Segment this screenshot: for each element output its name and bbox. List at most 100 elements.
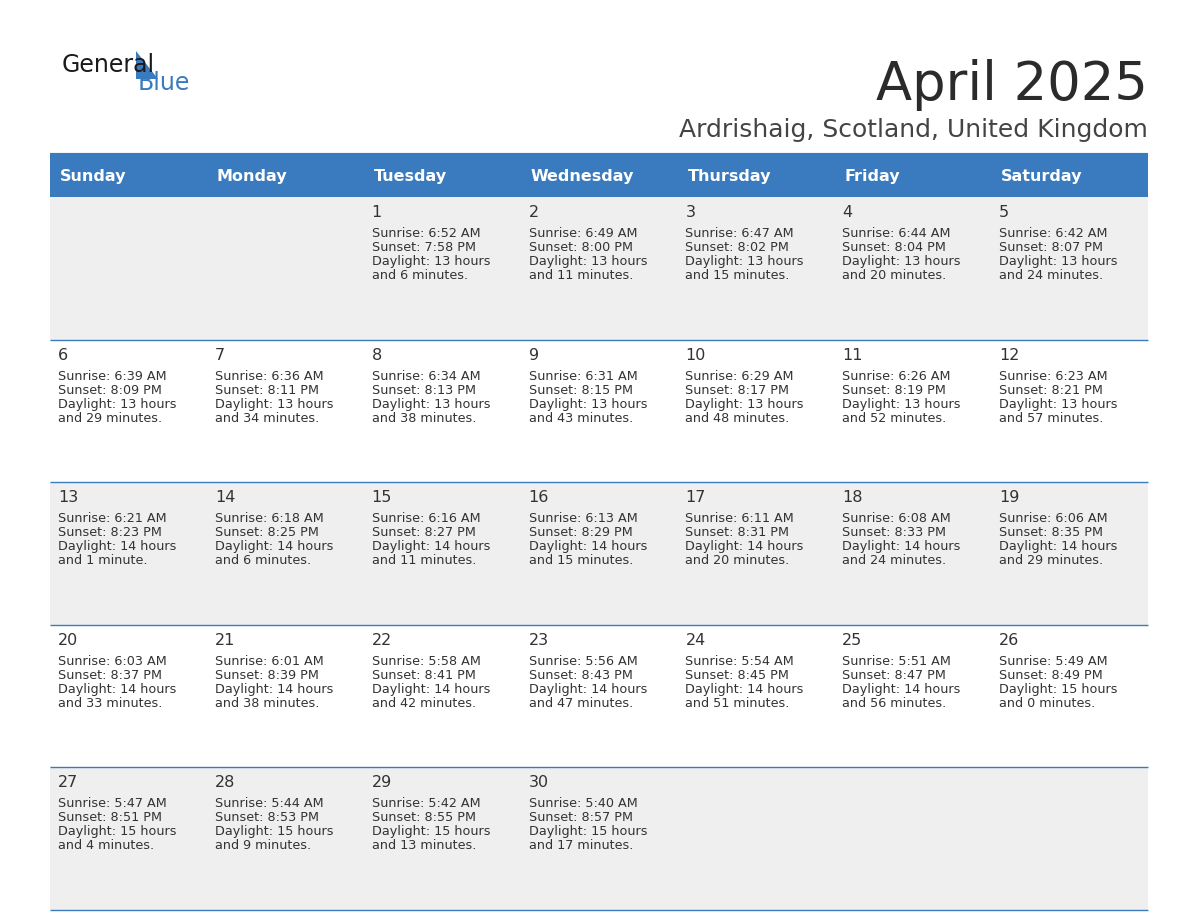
Text: and 29 minutes.: and 29 minutes.	[999, 554, 1104, 567]
Text: Daylight: 14 hours: Daylight: 14 hours	[215, 540, 333, 554]
Text: Sunset: 8:53 PM: Sunset: 8:53 PM	[215, 812, 318, 824]
Text: 12: 12	[999, 348, 1019, 363]
Bar	[364, 155, 520, 197]
Text: Daylight: 15 hours: Daylight: 15 hours	[372, 825, 491, 838]
Text: 11: 11	[842, 348, 862, 363]
Text: Sunrise: 6:29 AM: Sunrise: 6:29 AM	[685, 370, 794, 383]
Text: 18: 18	[842, 490, 862, 505]
Text: and 9 minutes.: and 9 minutes.	[215, 839, 311, 853]
Text: and 56 minutes.: and 56 minutes.	[842, 697, 947, 710]
Text: and 52 minutes.: and 52 minutes.	[842, 411, 947, 425]
Bar	[50, 767, 1148, 910]
Text: and 33 minutes.: and 33 minutes.	[58, 697, 163, 710]
Text: Sunset: 8:09 PM: Sunset: 8:09 PM	[58, 384, 162, 397]
Text: Daylight: 13 hours: Daylight: 13 hours	[372, 397, 491, 410]
Text: Daylight: 14 hours: Daylight: 14 hours	[529, 683, 647, 696]
Text: Sunrise: 6:31 AM: Sunrise: 6:31 AM	[529, 370, 637, 383]
Text: Sunset: 8:25 PM: Sunset: 8:25 PM	[215, 526, 318, 539]
Text: Daylight: 13 hours: Daylight: 13 hours	[999, 255, 1118, 268]
Text: 14: 14	[215, 490, 235, 505]
Text: Sunset: 8:35 PM: Sunset: 8:35 PM	[999, 526, 1104, 539]
Text: Sunset: 8:51 PM: Sunset: 8:51 PM	[58, 812, 162, 824]
Text: Sunrise: 6:39 AM: Sunrise: 6:39 AM	[58, 370, 166, 383]
Text: Sunset: 8:41 PM: Sunset: 8:41 PM	[372, 669, 475, 682]
Text: Sunset: 8:29 PM: Sunset: 8:29 PM	[529, 526, 632, 539]
Text: 4: 4	[842, 205, 853, 220]
Text: Daylight: 13 hours: Daylight: 13 hours	[842, 255, 961, 268]
Text: Sunset: 8:19 PM: Sunset: 8:19 PM	[842, 384, 946, 397]
Text: Sunset: 8:15 PM: Sunset: 8:15 PM	[529, 384, 632, 397]
Text: and 24 minutes.: and 24 minutes.	[842, 554, 947, 567]
Text: Sunset: 8:27 PM: Sunset: 8:27 PM	[372, 526, 475, 539]
Text: and 11 minutes.: and 11 minutes.	[529, 269, 633, 282]
Text: Sunset: 8:21 PM: Sunset: 8:21 PM	[999, 384, 1102, 397]
Text: Sunset: 8:13 PM: Sunset: 8:13 PM	[372, 384, 475, 397]
Text: Sunset: 8:47 PM: Sunset: 8:47 PM	[842, 669, 946, 682]
Text: Daylight: 14 hours: Daylight: 14 hours	[372, 683, 491, 696]
Text: Sunrise: 6:03 AM: Sunrise: 6:03 AM	[58, 655, 166, 667]
Text: Sunset: 8:07 PM: Sunset: 8:07 PM	[999, 241, 1104, 254]
Bar	[834, 155, 991, 197]
Text: Sunset: 8:02 PM: Sunset: 8:02 PM	[685, 241, 789, 254]
Text: 30: 30	[529, 776, 549, 790]
Text: and 4 minutes.: and 4 minutes.	[58, 839, 154, 853]
Text: Sunset: 8:00 PM: Sunset: 8:00 PM	[529, 241, 632, 254]
Text: Daylight: 14 hours: Daylight: 14 hours	[685, 683, 804, 696]
Text: Sunrise: 5:54 AM: Sunrise: 5:54 AM	[685, 655, 795, 667]
Text: 22: 22	[372, 633, 392, 648]
Text: 17: 17	[685, 490, 706, 505]
Text: and 6 minutes.: and 6 minutes.	[215, 554, 311, 567]
Text: 6: 6	[58, 348, 68, 363]
Text: Sunset: 8:33 PM: Sunset: 8:33 PM	[842, 526, 947, 539]
Text: and 20 minutes.: and 20 minutes.	[842, 269, 947, 282]
Text: Sunrise: 5:47 AM: Sunrise: 5:47 AM	[58, 798, 166, 811]
Text: 2: 2	[529, 205, 538, 220]
Text: 10: 10	[685, 348, 706, 363]
Text: Daylight: 13 hours: Daylight: 13 hours	[685, 255, 804, 268]
Text: 27: 27	[58, 776, 78, 790]
Text: Sunset: 8:57 PM: Sunset: 8:57 PM	[529, 812, 632, 824]
Text: 21: 21	[215, 633, 235, 648]
Bar	[50, 482, 1148, 625]
Text: 20: 20	[58, 633, 78, 648]
Text: Daylight: 15 hours: Daylight: 15 hours	[58, 825, 177, 838]
Text: Sunrise: 5:51 AM: Sunrise: 5:51 AM	[842, 655, 952, 667]
Text: 24: 24	[685, 633, 706, 648]
Text: Sunrise: 6:26 AM: Sunrise: 6:26 AM	[842, 370, 950, 383]
Bar	[50, 155, 207, 197]
Text: Sunrise: 6:47 AM: Sunrise: 6:47 AM	[685, 227, 794, 240]
Text: Sunrise: 6:21 AM: Sunrise: 6:21 AM	[58, 512, 166, 525]
Text: and 6 minutes.: and 6 minutes.	[372, 269, 468, 282]
Text: and 38 minutes.: and 38 minutes.	[215, 697, 320, 710]
Polygon shape	[135, 51, 158, 79]
Text: Wednesday: Wednesday	[531, 169, 634, 184]
Text: Daylight: 14 hours: Daylight: 14 hours	[215, 683, 333, 696]
Text: Sunrise: 6:44 AM: Sunrise: 6:44 AM	[842, 227, 950, 240]
Text: Daylight: 14 hours: Daylight: 14 hours	[58, 683, 176, 696]
Text: Sunrise: 6:06 AM: Sunrise: 6:06 AM	[999, 512, 1107, 525]
Text: Sunset: 8:04 PM: Sunset: 8:04 PM	[842, 241, 946, 254]
Text: and 29 minutes.: and 29 minutes.	[58, 411, 162, 425]
Text: and 13 minutes.: and 13 minutes.	[372, 839, 476, 853]
Text: Daylight: 15 hours: Daylight: 15 hours	[999, 683, 1118, 696]
Text: Sunrise: 6:36 AM: Sunrise: 6:36 AM	[215, 370, 323, 383]
Text: and 0 minutes.: and 0 minutes.	[999, 697, 1095, 710]
Text: and 38 minutes.: and 38 minutes.	[372, 411, 476, 425]
Text: Daylight: 13 hours: Daylight: 13 hours	[529, 397, 647, 410]
Text: Sunrise: 5:40 AM: Sunrise: 5:40 AM	[529, 798, 637, 811]
Text: Daylight: 15 hours: Daylight: 15 hours	[529, 825, 647, 838]
Text: Blue: Blue	[138, 71, 190, 95]
Text: 9: 9	[529, 348, 538, 363]
Text: Sunrise: 6:23 AM: Sunrise: 6:23 AM	[999, 370, 1107, 383]
Bar	[50, 340, 1148, 482]
Text: Sunday: Sunday	[61, 169, 126, 184]
Text: and 15 minutes.: and 15 minutes.	[685, 269, 790, 282]
Text: Sunset: 8:45 PM: Sunset: 8:45 PM	[685, 669, 789, 682]
Text: Daylight: 14 hours: Daylight: 14 hours	[529, 540, 647, 554]
Text: Sunrise: 6:18 AM: Sunrise: 6:18 AM	[215, 512, 323, 525]
Text: Sunrise: 6:08 AM: Sunrise: 6:08 AM	[842, 512, 952, 525]
Text: Friday: Friday	[845, 169, 901, 184]
Text: Tuesday: Tuesday	[374, 169, 447, 184]
Text: and 24 minutes.: and 24 minutes.	[999, 269, 1104, 282]
Text: and 34 minutes.: and 34 minutes.	[215, 411, 320, 425]
